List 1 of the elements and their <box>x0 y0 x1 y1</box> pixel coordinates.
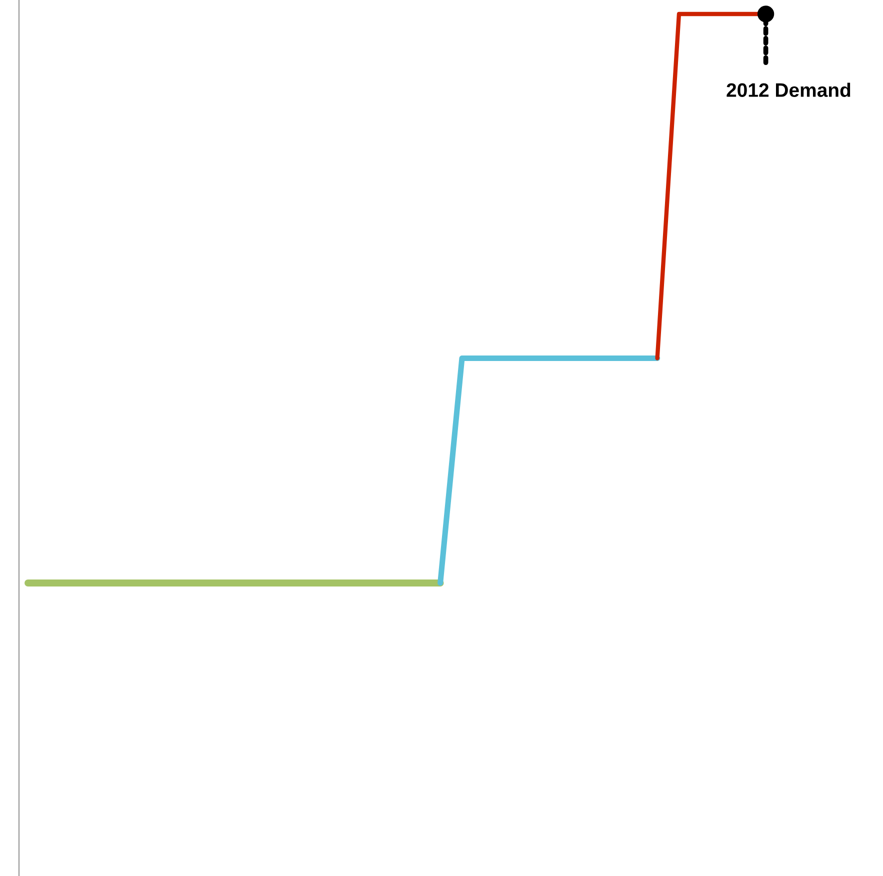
annotation: 2012 Demand <box>726 82 850 97</box>
